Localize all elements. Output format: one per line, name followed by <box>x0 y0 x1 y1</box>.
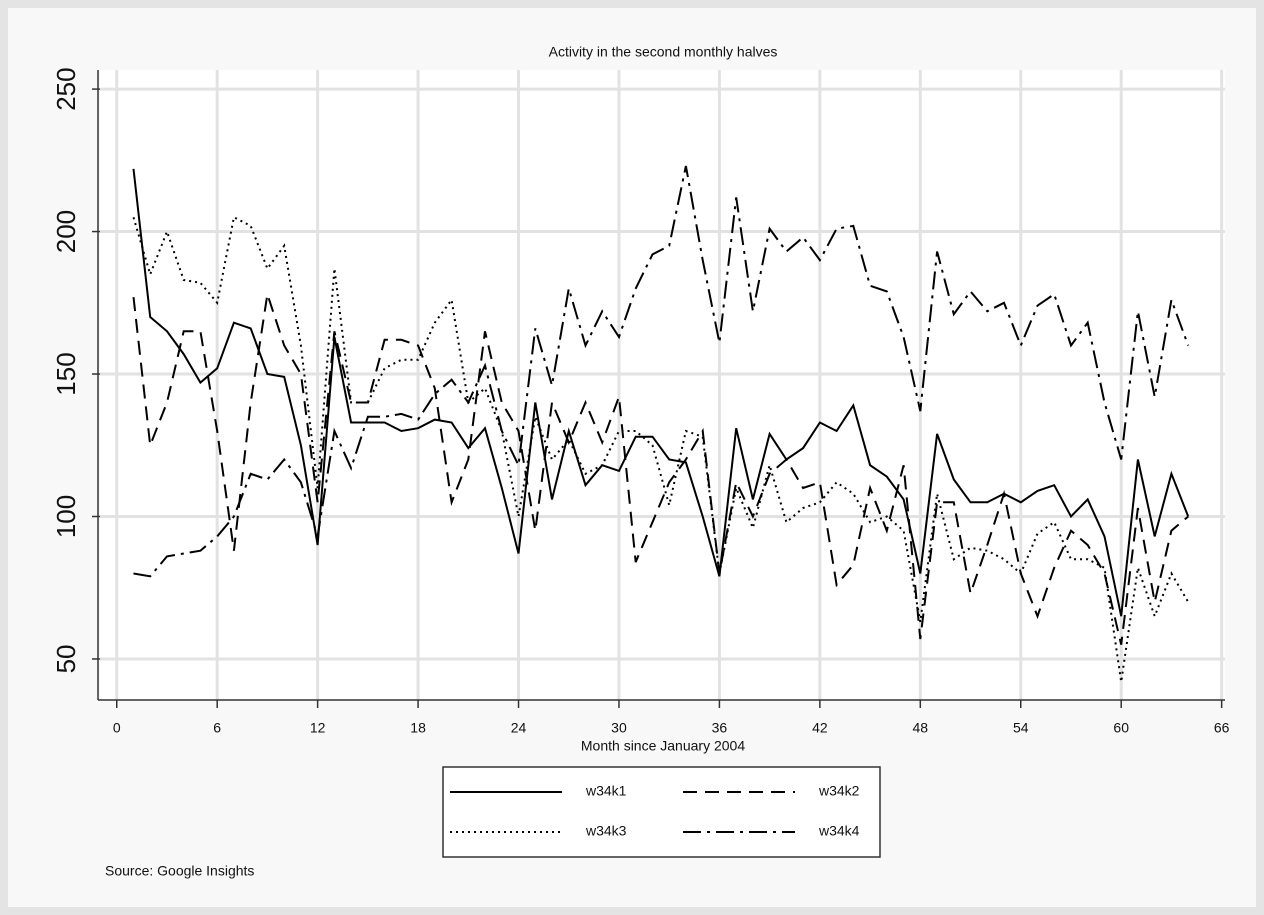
y-tick-label: 150 <box>51 352 81 395</box>
y-tick-label: 100 <box>51 495 81 538</box>
y-tick-label: 200 <box>51 210 81 253</box>
y-tick-label: 250 <box>51 67 81 110</box>
series-line <box>132 215 1190 682</box>
y-tick-label: 50 <box>51 645 81 674</box>
x-tick-label: 36 <box>712 720 728 736</box>
legend-label: w34k2 <box>818 783 860 799</box>
x-tick-label: 18 <box>410 720 426 736</box>
series-line <box>132 293 1189 645</box>
x-tick-label: 66 <box>1214 720 1230 736</box>
x-tick-label: 48 <box>913 720 929 736</box>
x-tick-label: 0 <box>113 720 121 736</box>
source-note: Source: Google Insights <box>105 863 254 879</box>
chart-title: Activity in the second monthly halves <box>549 44 778 60</box>
x-tick-label: 24 <box>511 720 527 736</box>
legend-label: w34k4 <box>818 823 860 839</box>
x-tick-label: 60 <box>1113 720 1129 736</box>
plot-area <box>100 70 1225 700</box>
series-line <box>132 168 1190 617</box>
legend-label: w34k1 <box>585 783 627 799</box>
series-line <box>133 165 1190 578</box>
x-tick-label: 6 <box>213 720 221 736</box>
x-tick-label: 42 <box>812 720 828 736</box>
x-tick-label: 30 <box>611 720 627 736</box>
x-axis-label: Month since January 2004 <box>581 738 745 754</box>
legend-label: w34k3 <box>585 823 627 839</box>
legend <box>442 766 881 858</box>
x-tick-label: 54 <box>1013 720 1029 736</box>
x-tick-label: 12 <box>310 720 326 736</box>
